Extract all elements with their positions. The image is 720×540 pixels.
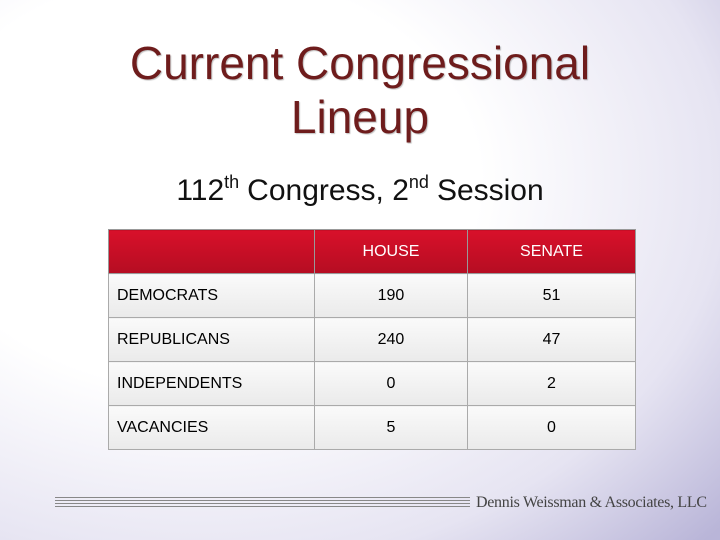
subtitle-part: Session [436, 174, 544, 207]
column-header: SENATE [466, 229, 637, 274]
seat-count: 190 [314, 273, 468, 318]
footer-rule [55, 497, 470, 511]
subtitle-part: 112 [176, 174, 225, 207]
seat-count: 51 [466, 273, 637, 318]
table-row: VACANCIES 5 0 [108, 405, 637, 450]
corner-cell [108, 229, 315, 274]
seat-count: 240 [314, 317, 468, 362]
header-row: HOUSE SENATE [108, 229, 637, 274]
seat-count: 2 [466, 361, 637, 406]
seat-count: 0 [466, 405, 637, 450]
column-header: HOUSE [314, 229, 468, 274]
subtitle-part: Congress, 2 [247, 174, 409, 207]
table-row: REPUBLICANS 240 47 [108, 317, 637, 362]
footer-text: Dennis Weissman & Associates, LLC [476, 494, 707, 511]
row-label: VACANCIES [108, 405, 315, 450]
subtitle-sup: nd [408, 172, 429, 192]
table-body: DEMOCRATS 190 51 REPUBLICANS 240 47 INDEPENDEN… [108, 273, 637, 450]
seat-count: 47 [466, 317, 637, 362]
lineup-table: HOUSE SENATE DEMOCRATS 190 51 REPUBLICANS 240… [108, 229, 637, 450]
table-row: DEMOCRATS 190 51 [108, 273, 637, 318]
slide-title: Current Congressional Lineup [129, 37, 591, 143]
row-label: INDEPENDENTS [108, 361, 315, 406]
subtitle: 112th Congress, 2nd Session [0, 172, 720, 208]
row-label: REPUBLICANS [108, 317, 315, 362]
row-label: DEMOCRATS [108, 273, 315, 318]
seat-count: 5 [314, 405, 468, 450]
seat-count: 0 [314, 361, 468, 406]
table-row: INDEPENDENTS 0 2 [108, 361, 637, 406]
subtitle-sup: th [224, 172, 240, 192]
